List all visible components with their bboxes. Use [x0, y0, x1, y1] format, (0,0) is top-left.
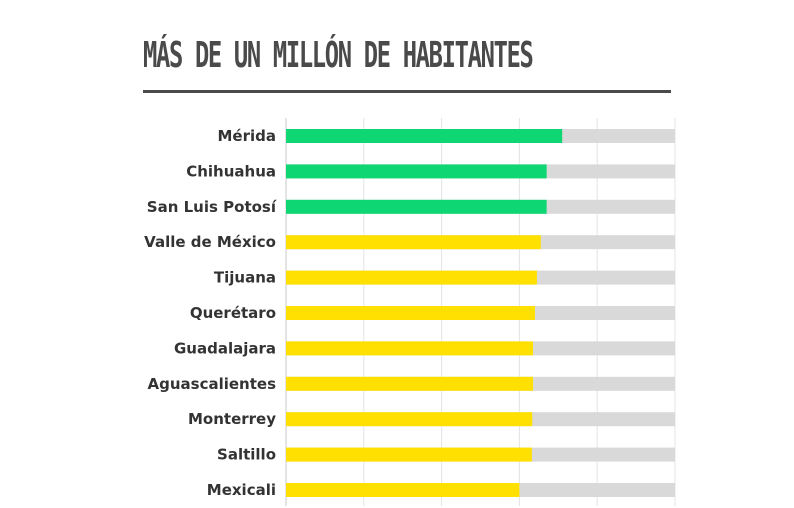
bar	[286, 447, 532, 462]
label-layer: Mérida Chihuahua San Luis Potosí Valle de M…	[144, 127, 277, 499]
bar	[286, 164, 547, 179]
category-label: Mérida	[218, 127, 277, 145]
bar-layer	[286, 129, 675, 497]
bar	[286, 129, 563, 143]
category-label: Saltillo	[217, 446, 276, 464]
bar	[286, 376, 534, 391]
bar	[286, 483, 520, 497]
category-label: Valle de México	[144, 233, 276, 251]
category-label: Mexicali	[207, 481, 276, 499]
bar	[286, 270, 537, 285]
category-label: Monterrey	[188, 410, 276, 428]
title-rule	[143, 90, 671, 93]
chart-title: MÁS DE UN MILLÓN DE HABITANTES	[143, 35, 534, 76]
bar	[286, 199, 547, 214]
bar	[286, 341, 534, 356]
category-label: San Luis Potosí	[147, 198, 277, 216]
category-label: Guadalajara	[174, 339, 276, 357]
category-label: Chihuahua	[186, 162, 276, 180]
bar	[286, 412, 533, 427]
category-label: Tijuana	[214, 269, 276, 287]
bar	[286, 235, 541, 250]
bar	[286, 306, 535, 320]
category-label: Aguascalientes	[148, 375, 277, 393]
category-label: Querétaro	[190, 304, 276, 322]
